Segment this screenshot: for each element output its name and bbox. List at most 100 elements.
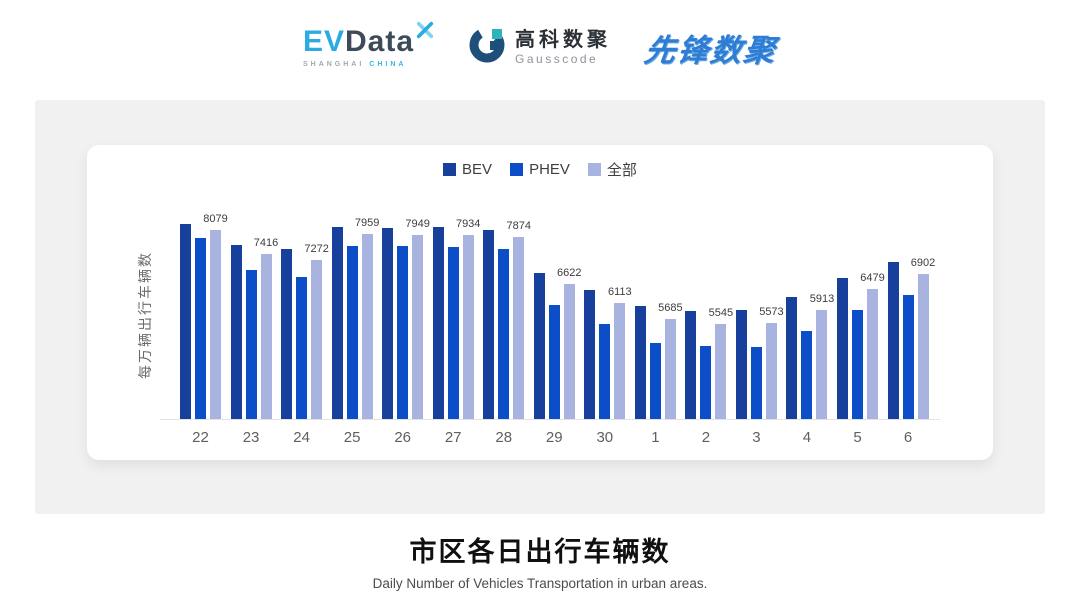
- bar-全部-22[interactable]: [210, 229, 221, 419]
- data-label-30: 6113: [607, 286, 632, 298]
- bar-全部-23[interactable]: [260, 254, 272, 419]
- legend-item-PHEV[interactable]: PHEV: [510, 161, 570, 178]
- bar-PHEV-28[interactable]: [498, 249, 510, 419]
- bar-全部-3[interactable]: [765, 323, 777, 419]
- bar-BEV-23[interactable]: [230, 244, 242, 419]
- gausscode-name-cn: 高科数聚: [515, 28, 612, 51]
- bar-PHEV-25[interactable]: [346, 246, 358, 419]
- gausscode-name-en: Gausscode: [515, 51, 599, 66]
- bar-PHEV-30[interactable]: [599, 324, 611, 419]
- evdata-wordmark: EV Data: [302, 21, 434, 58]
- data-label-27: 7934: [455, 218, 481, 231]
- chart-legend: BEV PHEV 全部: [87, 159, 993, 180]
- bar-PHEV-6[interactable]: [902, 294, 914, 419]
- bar-BEV-24[interactable]: [281, 249, 293, 419]
- gausscode-logo: 高科数聚 Gausscode: [468, 26, 611, 69]
- bar-全部-5[interactable]: [867, 289, 879, 419]
- bar-BEV-5[interactable]: [837, 278, 849, 419]
- header-logos: EV Data SHANGHAI CHINA 高科数聚 Gausscode: [0, 0, 1080, 95]
- x-tick-29: 29: [545, 429, 563, 446]
- x-tick-2: 2: [701, 429, 711, 446]
- legend-item-BEV[interactable]: BEV: [443, 161, 492, 178]
- bar-全部-6[interactable]: [917, 273, 929, 419]
- bar-PHEV-24[interactable]: [296, 277, 308, 419]
- xianfeng-logo: 先锋数聚: [642, 33, 780, 68]
- data-label-29: 6622: [557, 267, 582, 279]
- evdata-logo: EV Data SHANGHAI CHINA: [302, 21, 434, 68]
- data-label-6: 6902: [910, 256, 936, 269]
- bar-全部-24[interactable]: [311, 259, 323, 419]
- data-label-2: 5545: [708, 307, 734, 320]
- x-tick-24: 24: [293, 429, 310, 446]
- bar-全部-1[interactable]: [664, 318, 676, 419]
- x-tick-28: 28: [495, 429, 513, 446]
- gausscode-texts: 高科数聚 Gausscode: [515, 29, 611, 66]
- x-tick-3: 3: [752, 429, 761, 446]
- x-tick-26: 26: [394, 429, 411, 446]
- gausscode-g-icon: [468, 26, 506, 69]
- legend-label: BEV: [462, 161, 493, 178]
- data-label-28: 7874: [506, 220, 531, 233]
- x-tick-4: 4: [802, 429, 812, 446]
- bar-全部-29[interactable]: [563, 284, 575, 419]
- bar-PHEV-3[interactable]: [750, 347, 762, 419]
- x-tick-25: 25: [343, 429, 361, 446]
- bar-BEV-30[interactable]: [584, 289, 596, 419]
- bar-PHEV-2[interactable]: [700, 346, 712, 419]
- bar-PHEV-27[interactable]: [447, 247, 459, 419]
- bar-BEV-25[interactable]: [331, 227, 343, 419]
- x-tick-30: 30: [596, 429, 614, 446]
- bar-BEV-26[interactable]: [382, 227, 394, 419]
- legend-swatch-icon: [443, 163, 457, 176]
- data-label-5: 6479: [860, 272, 885, 285]
- bar-BEV-29[interactable]: [533, 272, 545, 419]
- x-tick-27: 27: [444, 429, 462, 446]
- bar-PHEV-23[interactable]: [245, 269, 257, 419]
- y-axis-label: 每万辆出行车辆数: [137, 251, 153, 379]
- data-label-24: 7272: [304, 242, 329, 255]
- bar-全部-25[interactable]: [361, 234, 373, 419]
- x-tick-5: 5: [853, 429, 862, 446]
- legend-swatch-icon: [510, 163, 524, 176]
- bar-PHEV-4[interactable]: [801, 331, 813, 419]
- chart-subtitle: Daily Number of Vehicles Transportation …: [372, 576, 708, 591]
- x-tick-1: 1: [651, 429, 660, 446]
- evdata-tagline-china: CHINA: [369, 61, 407, 68]
- bar-BEV-4[interactable]: [786, 297, 798, 419]
- bar-BEV-28[interactable]: [483, 230, 495, 419]
- data-label-26: 7949: [405, 217, 430, 230]
- bar-全部-2[interactable]: [715, 324, 727, 419]
- x-tick-6: 6: [903, 429, 913, 446]
- bar-BEV-6[interactable]: [887, 262, 899, 419]
- data-label-1: 5685: [658, 301, 683, 314]
- legend-label: 全部: [606, 162, 637, 179]
- bar-全部-28[interactable]: [513, 237, 525, 419]
- bar-全部-4[interactable]: [816, 310, 828, 419]
- plot-area: 8079 7416 7272 7959 7949 7934 7874 6622 6113 5685…: [160, 212, 940, 420]
- evdata-ev-text: EV: [302, 25, 345, 58]
- bar-BEV-22[interactable]: [180, 223, 191, 419]
- bar-PHEV-1[interactable]: [649, 343, 661, 419]
- bar-BEV-3[interactable]: [735, 309, 747, 419]
- data-label-22: 8079: [203, 212, 228, 225]
- bar-PHEV-5[interactable]: [852, 310, 864, 419]
- data-label-3: 5573: [759, 306, 784, 319]
- bar-全部-26[interactable]: [412, 234, 424, 419]
- bar-全部-30[interactable]: [614, 303, 626, 419]
- bar-全部-27[interactable]: [462, 235, 474, 419]
- bar-BEV-2[interactable]: [685, 310, 697, 419]
- bar-BEV-27[interactable]: [432, 227, 444, 419]
- legend-item-全部[interactable]: 全部: [587, 159, 637, 180]
- x-axis-ticks: 22 23 24 25 26 27 28 29 30 1 2 3 4 5 6: [160, 427, 940, 449]
- legend-swatch-icon: [587, 163, 601, 176]
- chart-title: 市区各日出行车辆数: [409, 537, 671, 567]
- evdata-data-text: Data: [345, 25, 415, 58]
- bar-PHEV-29[interactable]: [548, 304, 560, 419]
- bar-PHEV-22[interactable]: [195, 237, 206, 419]
- x-tick-23: 23: [242, 429, 260, 446]
- bar-BEV-1[interactable]: [634, 305, 646, 419]
- evdata-tagline: SHANGHAI CHINA: [303, 61, 406, 68]
- data-label-25: 7959: [354, 217, 380, 230]
- bar-PHEV-26[interactable]: [397, 246, 409, 419]
- chart-card: BEV PHEV 全部 每万辆出行车辆数 8079 7416 7272 7959 7949 7…: [87, 145, 993, 460]
